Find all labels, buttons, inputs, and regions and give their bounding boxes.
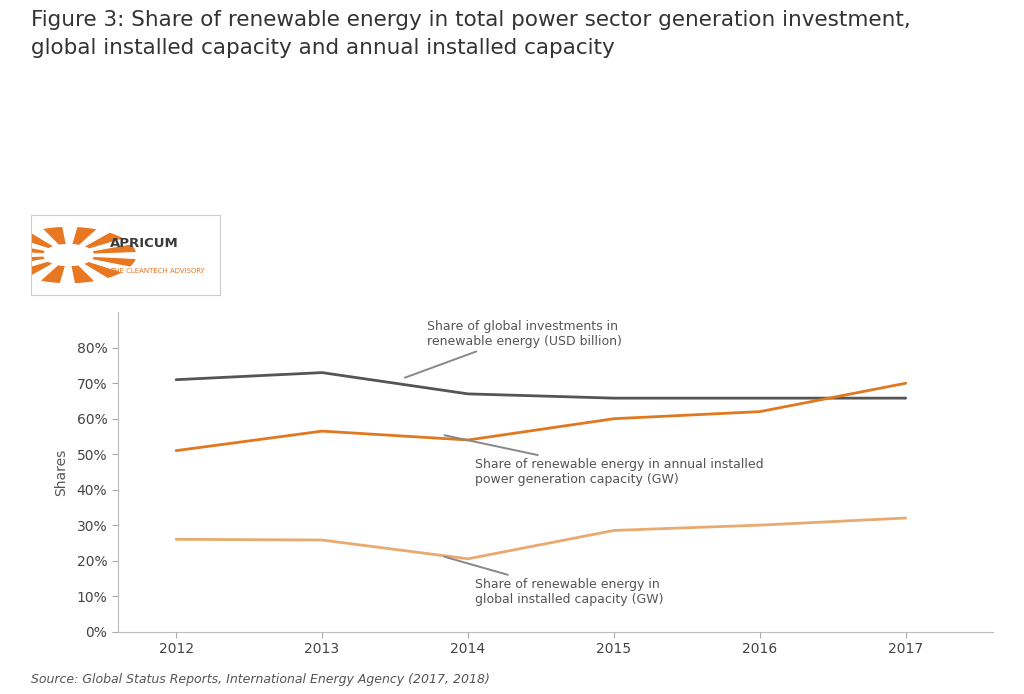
Wedge shape (91, 256, 136, 267)
Text: Share of renewable energy in
global installed capacity (GW): Share of renewable energy in global inst… (444, 557, 664, 607)
Wedge shape (83, 261, 123, 278)
Text: THE CLEANTECH ADVISORY: THE CLEANTECH ADVISORY (111, 268, 205, 274)
Text: Figure 3: Share of renewable energy in total power sector generation investment,: Figure 3: Share of renewable energy in t… (31, 10, 910, 58)
Wedge shape (14, 232, 54, 249)
Wedge shape (12, 261, 54, 278)
Y-axis label: Shares: Shares (54, 448, 69, 496)
Wedge shape (71, 264, 95, 284)
Text: Share of renewable energy in annual installed
power generation capacity (GW): Share of renewable energy in annual inst… (444, 435, 764, 486)
Wedge shape (91, 244, 136, 254)
Wedge shape (40, 264, 66, 284)
Wedge shape (72, 226, 97, 246)
Wedge shape (1, 256, 46, 266)
Wedge shape (42, 226, 67, 246)
Wedge shape (1, 243, 46, 254)
Circle shape (44, 245, 93, 265)
Text: APRICUM: APRICUM (111, 237, 179, 251)
Wedge shape (83, 232, 125, 249)
Text: Source: Global Status Reports, International Energy Agency (2017, 2018): Source: Global Status Reports, Internati… (31, 672, 489, 686)
Text: Share of global investments in
renewable energy (USD billion): Share of global investments in renewable… (404, 320, 622, 378)
